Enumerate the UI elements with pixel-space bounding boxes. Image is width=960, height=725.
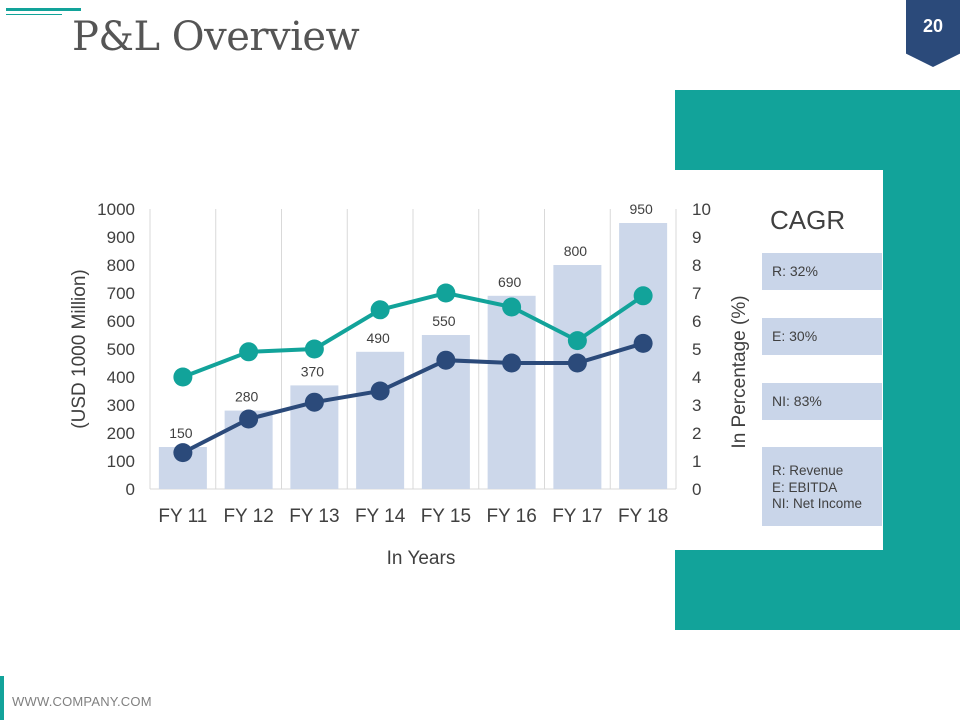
y-tick-label: 200	[107, 424, 135, 443]
legend-ebitda: E: EBITDA	[772, 479, 838, 495]
navy-series-point	[633, 333, 653, 353]
legend-revenue: R: Revenue	[772, 463, 844, 478]
y2-tick-label: 10	[692, 200, 711, 219]
y2-tick-label: 3	[692, 396, 701, 415]
x-tick-label: FY 16	[486, 506, 536, 527]
navy-series-point	[436, 350, 456, 370]
navy-series-point	[502, 353, 522, 373]
navy-series-line	[181, 341, 644, 455]
x-axis-title: In Years	[387, 548, 456, 569]
legend-net-income: NI: Net Income	[772, 496, 863, 511]
navy-series-point	[173, 443, 193, 463]
y2-tick-label: 4	[692, 368, 701, 387]
x-tick-label: FY 12	[223, 506, 273, 527]
y-tick-label: 700	[107, 284, 135, 303]
y-axis-title: (USD 1000 Million)	[69, 269, 90, 428]
cagr-net-income-box: NI: 83%	[762, 383, 882, 420]
bar-data-label: 490	[366, 330, 390, 346]
y-tick-label: 800	[107, 256, 135, 275]
page-title: P&L Overview	[72, 14, 360, 60]
y-tick-label: 0	[126, 480, 135, 499]
navy-series-point	[239, 409, 259, 429]
x-tick-label: FY 18	[618, 506, 668, 527]
y2-tick-label: 2	[692, 424, 701, 443]
teal-series-point	[502, 297, 522, 317]
y2-tick-label: 0	[692, 480, 701, 499]
y2-tick-label: 6	[692, 312, 701, 331]
navy-series-point	[370, 381, 390, 401]
cagr-ebitda: E: 30%	[772, 328, 818, 344]
cagr-revenue: R: 32%	[772, 263, 818, 279]
navy-series-point	[567, 353, 587, 373]
bar-data-label: 150	[169, 425, 193, 441]
x-tick-label: FY 17	[552, 506, 602, 527]
cagr-revenue-box: R: 32%	[762, 253, 882, 290]
bar	[487, 295, 536, 489]
y2-tick-label: 7	[692, 284, 701, 303]
bar-data-label: 690	[498, 274, 522, 290]
teal-series-point	[567, 331, 587, 351]
bar-data-label: 800	[564, 243, 588, 259]
teal-series-point	[436, 283, 456, 303]
bar-data-label: 950	[629, 201, 653, 217]
y-tick-label: 400	[107, 368, 135, 387]
page-number-badge: 20	[906, 0, 960, 67]
navy-series-point	[304, 392, 324, 412]
teal-series-line	[182, 290, 645, 379]
footer-accent-bar	[0, 676, 4, 720]
y2-tick-label: 9	[692, 228, 701, 247]
page-number: 20	[922, 16, 944, 36]
y2-tick-label: 8	[692, 256, 701, 275]
y2-tick-label: 5	[692, 340, 701, 359]
x-tick-label: FY 13	[289, 506, 339, 527]
title-accent-line	[6, 8, 81, 11]
y-tick-label: 500	[107, 340, 135, 359]
y-tick-label: 100	[107, 452, 135, 471]
teal-series-point	[633, 286, 653, 306]
bar	[553, 265, 602, 489]
bar	[356, 351, 405, 489]
bar	[619, 223, 668, 489]
x-tick-label: FY 11	[158, 506, 207, 527]
cagr-ebitda-box: E: 30%	[762, 318, 882, 355]
title-accent-line-thin	[6, 14, 62, 15]
y2-tick-label: 1	[692, 452, 701, 471]
bar-data-label: 370	[301, 363, 325, 379]
cagr-title: CAGR	[770, 205, 846, 235]
teal-series-point	[173, 367, 193, 387]
y-tick-label: 600	[107, 312, 135, 331]
teal-series-point	[239, 342, 259, 362]
x-tick-label: FY 15	[421, 506, 471, 527]
bar-data-label: 280	[235, 389, 259, 405]
cagr-net-income: NI: 83%	[772, 393, 822, 409]
y2-axis-title: In Percentage (%)	[729, 295, 750, 448]
y-tick-label: 900	[107, 228, 135, 247]
cagr-legend-box: R: Revenue E: EBITDA NI: Net Income	[762, 447, 882, 526]
y-tick-label: 1000	[97, 200, 135, 219]
x-tick-label: FY 14	[355, 506, 406, 527]
teal-series-point	[304, 339, 324, 359]
y-tick-label: 300	[107, 396, 135, 415]
bar-data-label: 550	[432, 313, 456, 329]
footer-url: WWW.COMPANY.COM	[12, 694, 152, 709]
teal-series-point	[370, 300, 390, 320]
